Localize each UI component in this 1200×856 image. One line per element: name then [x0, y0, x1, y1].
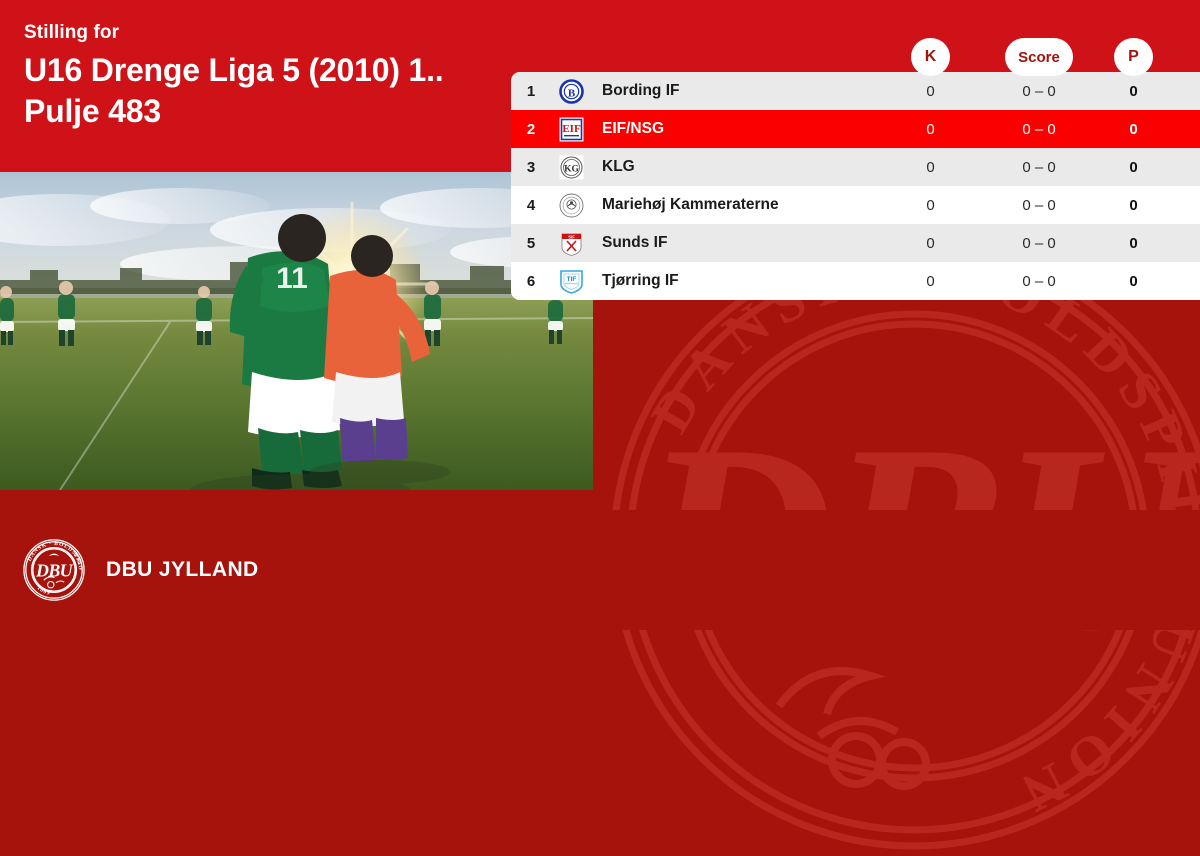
row-rank: 1 — [526, 82, 536, 100]
row-score: 0 – 0 — [1022, 272, 1056, 290]
table-row[interactable]: 6 TIF Tjørring IF 0 0 – 0 0 — [511, 262, 1200, 300]
header-kicker: Stilling for — [24, 22, 120, 43]
svg-text:1889: 1889 — [36, 585, 51, 597]
svg-text:SIF: SIF — [568, 234, 575, 239]
row-score: 0 – 0 — [1022, 158, 1056, 176]
row-points: 0 — [1129, 196, 1138, 214]
row-k: 0 — [926, 272, 935, 290]
svg-text:EIF: EIF — [562, 123, 581, 135]
row-team-name: Bording IF — [602, 82, 680, 99]
row-k: 0 — [926, 82, 935, 100]
svg-text:DBU: DBU — [35, 560, 74, 580]
row-points: 0 — [1129, 120, 1138, 138]
standings-table: 1 B Bording IF 0 0 – 0 0 2 EIF EIF/NSG 0… — [511, 72, 1200, 300]
table-row[interactable]: 1 B Bording IF 0 0 – 0 0 — [511, 72, 1200, 110]
page-title: U16 Drenge Liga 5 (2010) 1.. Pulje 483 — [24, 50, 524, 131]
row-k: 0 — [926, 196, 935, 214]
tjorring-if-logo: TIF — [551, 269, 591, 294]
row-k: 0 — [926, 234, 935, 252]
row-rank: 3 — [526, 158, 536, 176]
svg-text:B: B — [567, 87, 575, 99]
table-row[interactable]: 4 Mariehøj Kammeraterne 0 0 – 0 0 — [511, 186, 1200, 224]
dbu-crest-logo: DANSK · BOLDSPIL · 1889 UNION DBU — [22, 538, 86, 602]
table-row[interactable]: 2 EIF EIF/NSG 0 0 – 0 0 — [511, 110, 1200, 148]
svg-text:KG: KG — [564, 164, 579, 174]
row-team-name: EIF/NSG — [602, 120, 665, 137]
row-team-name: Sunds IF — [602, 234, 668, 251]
eif-nsg-logo: EIF — [551, 117, 591, 142]
row-score: 0 – 0 — [1022, 196, 1056, 214]
svg-text:TIF: TIF — [566, 276, 576, 283]
sunds-if-logo: SIF — [551, 231, 591, 256]
row-score: 0 – 0 — [1022, 82, 1056, 100]
mariehoj-kammeraterne-logo — [551, 193, 591, 218]
row-rank: 2 — [526, 120, 536, 138]
football-match-photo: 11 — [0, 172, 593, 490]
row-rank: 6 — [526, 272, 536, 290]
column-header-k: K — [911, 38, 950, 76]
column-header-p: P — [1114, 38, 1153, 76]
footer-bar: DANSK · BOLDSPIL · 1889 UNION DBU DBU JY… — [0, 510, 1200, 630]
footer-brand-label: DBU JYLLAND — [106, 558, 259, 581]
row-points: 0 — [1129, 82, 1138, 100]
klg-logo: KG — [551, 155, 591, 180]
row-team-name: Mariehøj Kammeraterne — [602, 196, 779, 213]
row-k: 0 — [926, 158, 935, 176]
page-title-line-1: U16 Drenge Liga 5 (2010) 1.. — [24, 52, 444, 88]
row-rank: 5 — [526, 234, 536, 252]
table-row[interactable]: 3 KG KLG 0 0 – 0 0 — [511, 148, 1200, 186]
table-row[interactable]: 5 SIF Sunds IF 0 0 – 0 0 — [511, 224, 1200, 262]
row-points: 0 — [1129, 158, 1138, 176]
page-title-line-2: Pulje 483 — [24, 92, 161, 129]
row-points: 0 — [1129, 272, 1138, 290]
row-k: 0 — [926, 120, 935, 138]
svg-text:11: 11 — [276, 262, 308, 295]
row-score: 0 – 0 — [1022, 120, 1056, 138]
row-score: 0 – 0 — [1022, 234, 1056, 252]
row-points: 0 — [1129, 234, 1138, 252]
bording-if-logo: B — [551, 78, 591, 104]
column-header-badges: K Score P — [0, 38, 1200, 76]
row-team-name: KLG — [602, 158, 635, 175]
column-header-score: Score — [1005, 38, 1073, 76]
row-rank: 4 — [526, 196, 536, 214]
row-team-name: Tjørring IF — [602, 272, 679, 289]
